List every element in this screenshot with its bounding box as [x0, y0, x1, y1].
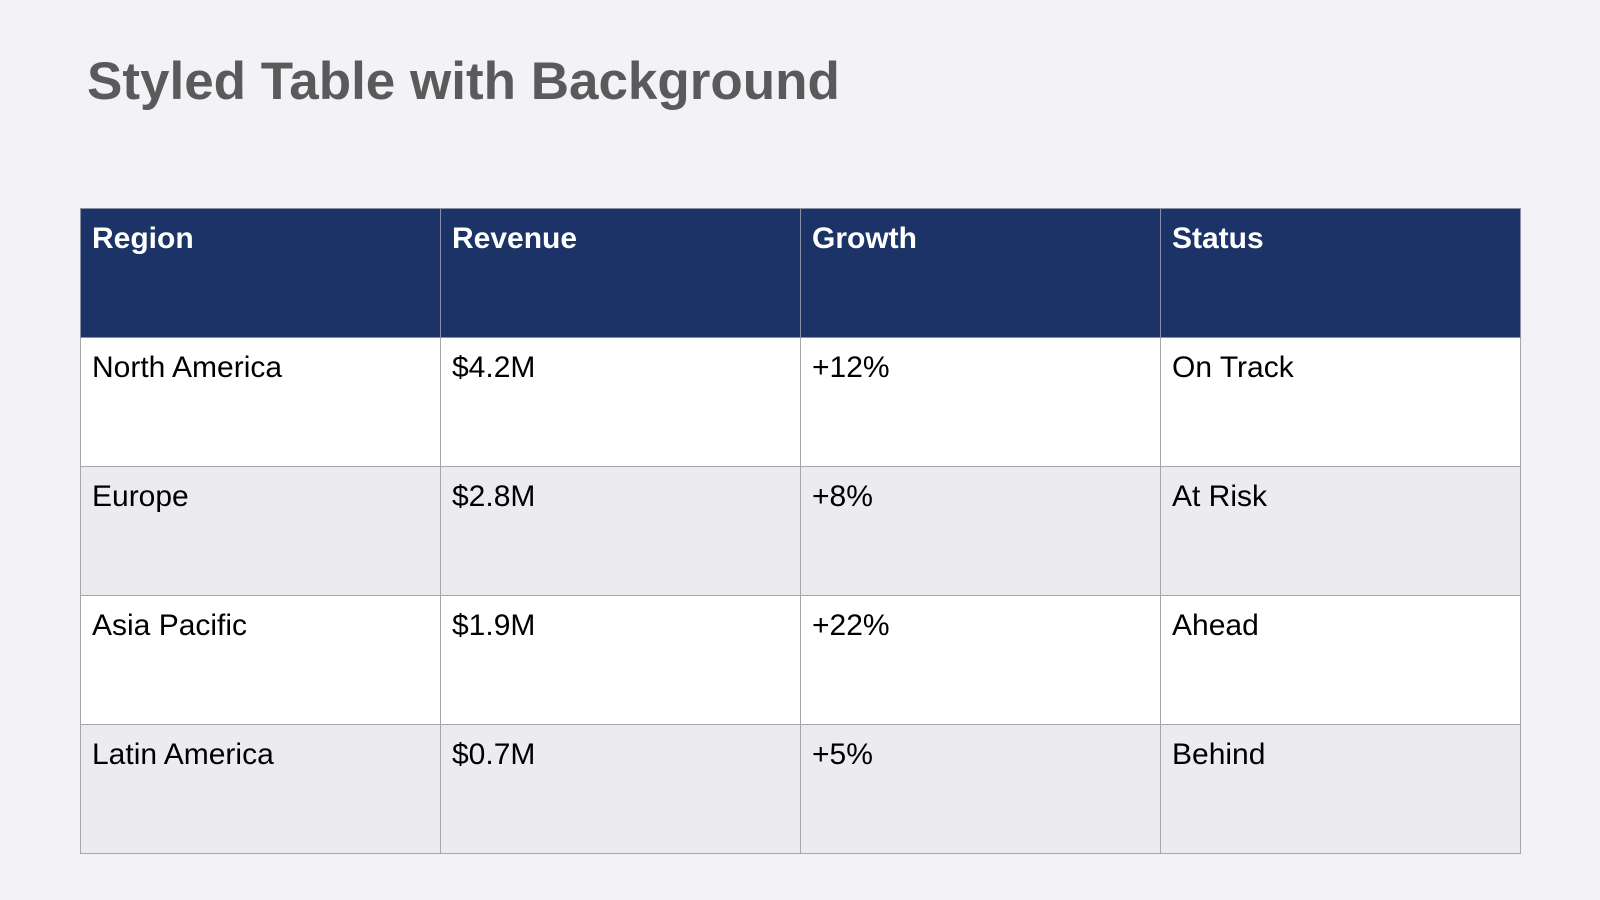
- cell-text: Asia Pacific: [92, 609, 248, 642]
- table-row: Latin America $0.7M +5% Behind: [80, 724, 1521, 854]
- column-header-status: Status: [1160, 208, 1521, 338]
- cell-text: +5%: [812, 738, 873, 771]
- column-header-revenue: Revenue: [440, 208, 801, 338]
- cell-text: Latin America: [92, 738, 274, 771]
- cell-text: Europe: [92, 480, 189, 513]
- table-cell-status: On Track: [1160, 337, 1521, 467]
- cell-text: $1.9M: [452, 609, 536, 642]
- cell-text: $0.7M: [452, 738, 536, 771]
- cell-text: Ahead: [1172, 609, 1259, 642]
- column-header-growth: Growth: [800, 208, 1161, 338]
- table-cell-region: Asia Pacific: [80, 595, 441, 725]
- table-cell-region: North America: [80, 337, 441, 467]
- cell-text: At Risk: [1172, 480, 1268, 513]
- table-row: North America $4.2M +12% On Track: [80, 337, 1521, 467]
- cell-text: $2.8M: [452, 480, 536, 513]
- table-row: Europe $2.8M +8% At Risk: [80, 466, 1521, 596]
- table-row: Asia Pacific $1.9M +22% Ahead: [80, 595, 1521, 725]
- table-cell-revenue: $0.7M: [440, 724, 801, 854]
- column-header-label: Region: [92, 222, 194, 255]
- column-header-label: Growth: [812, 222, 917, 255]
- table-cell-revenue: $2.8M: [440, 466, 801, 596]
- table-cell-growth: +12%: [800, 337, 1161, 467]
- table-cell-growth: +8%: [800, 466, 1161, 596]
- page-title: Styled Table with Background: [87, 52, 840, 111]
- table-cell-growth: +22%: [800, 595, 1161, 725]
- table-cell-revenue: $1.9M: [440, 595, 801, 725]
- clip-box: +5%: [801, 738, 1160, 772]
- cell-text: On Track: [1172, 351, 1294, 384]
- cell-text: +12%: [812, 351, 890, 384]
- table-cell-region: Europe: [80, 466, 441, 596]
- table-cell-revenue: $4.2M: [440, 337, 801, 467]
- clip-box: $0.7M: [441, 738, 800, 772]
- table-cell-status: Behind: [1160, 724, 1521, 854]
- table-cell-region: Latin America: [80, 724, 441, 854]
- clip-box: Latin America: [81, 738, 440, 772]
- cell-text: +8%: [812, 480, 873, 513]
- cell-text: +22%: [812, 609, 890, 642]
- column-header-label: Status: [1172, 222, 1264, 255]
- table-cell-status: At Risk: [1160, 466, 1521, 596]
- data-table: Region Revenue Growth Status North Ameri…: [80, 208, 1521, 854]
- column-header-region: Region: [80, 208, 441, 338]
- table-header-row: Region Revenue Growth Status: [80, 208, 1521, 338]
- table-cell-status: Ahead: [1160, 595, 1521, 725]
- clip-box: Behind: [1161, 738, 1520, 772]
- table-cell-growth: +5%: [800, 724, 1161, 854]
- cell-text: Behind: [1172, 738, 1266, 771]
- cell-text: $4.2M: [452, 351, 536, 384]
- cell-text: North America: [92, 351, 283, 384]
- column-header-label: Revenue: [452, 222, 578, 255]
